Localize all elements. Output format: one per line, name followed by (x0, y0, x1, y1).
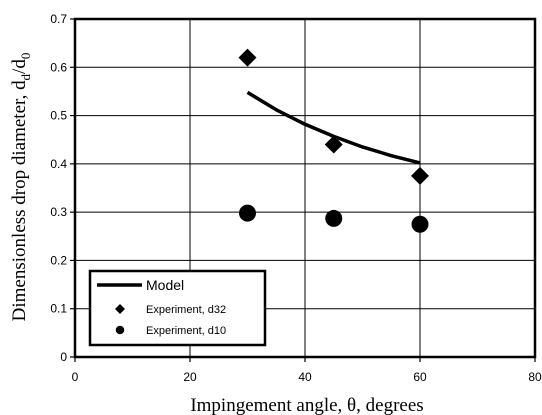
d32-point (411, 166, 429, 185)
legend-d32-marker (115, 304, 125, 314)
legend-model-label: Model (146, 277, 184, 293)
d10-point (411, 215, 429, 233)
y-axis-title-main: Dimensionless drop diameter, d (9, 80, 30, 321)
y-tick-label: 0.6 (50, 60, 67, 74)
legend-d10-label: Experiment, d10 (146, 325, 226, 337)
y-tick-label: 0.2 (50, 253, 67, 267)
y-tick-label: 0.3 (50, 205, 67, 219)
x-tick-label: 20 (183, 370, 197, 384)
x-axis-title: Impingement angle, θ, degrees (190, 395, 423, 415)
plot-frame (73, 17, 537, 359)
y-axis-title-sub-0: 0 (18, 53, 33, 60)
d32-point (324, 135, 343, 154)
y-tick-label: 0.4 (50, 157, 67, 171)
legend-d10-marker (115, 325, 125, 335)
d32-point (238, 48, 257, 67)
y-tick-label: 0.1 (50, 302, 67, 316)
legend: Model Experiment, d32 Experiment, d10 (88, 269, 267, 347)
y-tick-label: 0.7 (50, 12, 67, 26)
y-axis-title-slash: /d (9, 59, 30, 74)
y-tick-label: 0.5 (50, 109, 67, 123)
tick-labels: 0 20 40 60 80 0 0.1 0.2 0.3 0.4 0.5 0.6 0.7 (50, 12, 542, 384)
d10-point (325, 209, 343, 227)
y-axis-title: Dimensionless drop diameter, dd/d0 (9, 53, 33, 322)
y-axis-title-sub-d: d (18, 73, 33, 80)
series (238, 48, 429, 233)
legend-d32-label: Experiment, d32 (146, 304, 226, 316)
y-tick-label: 0 (60, 350, 67, 364)
x-tick-label: 60 (413, 370, 427, 384)
d10-point (239, 204, 256, 222)
x-tick-label: 40 (298, 370, 312, 384)
x-tick-label: 80 (528, 370, 542, 384)
x-tick-label: 0 (72, 370, 79, 384)
